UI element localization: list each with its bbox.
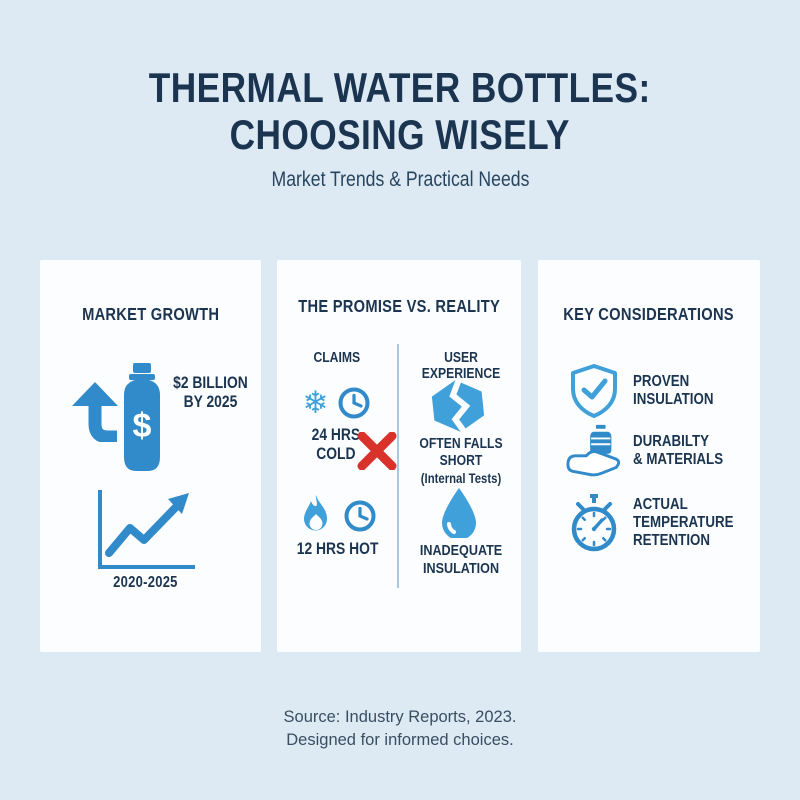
red-x-icon: [357, 432, 397, 470]
user-experience-column-header: USER EXPERIENCE: [421, 350, 501, 382]
stopwatch-icon: [571, 494, 617, 552]
snowflake-icon: ❄: [302, 385, 329, 420]
hot-claim-icons: [287, 494, 387, 538]
dollar-glyph: $: [133, 407, 152, 445]
card-promise-reality: THE PROMISE VS. REALITY CLAIMS USER EXPE…: [277, 260, 521, 652]
claim-cold-label: 24 HRS COLD: [311, 426, 361, 463]
clock-icon: [338, 387, 370, 419]
footer-line1: Source: Industry Reports, 2023.: [283, 708, 517, 726]
dollar-bottle-icon: $: [124, 363, 160, 471]
reality-falls-short-label: OFTEN FALLS SHORT (Internal Tests): [419, 436, 503, 486]
column-divider: [397, 344, 399, 588]
card-market-growth-title: MARKET GROWTH: [81, 304, 220, 324]
reality-insulation-label: INADEQUATE INSULATION: [419, 542, 503, 577]
consideration-row: DURABILTY & MATERIALS: [566, 424, 738, 478]
water-drop-icon: [442, 488, 476, 538]
page-title-line2: CHOOSING WISELY: [229, 111, 571, 158]
consideration-label: ACTUAL TEMPERATURE RETENTION: [633, 496, 734, 549]
consideration-label: PROVEN INSULATION: [633, 373, 714, 408]
page-title-line1: THERMAL WATER BOTTLES:: [149, 64, 651, 111]
card-market-growth: MARKET GROWTH $ $2 BILLION BY 2025 2020-…: [40, 260, 261, 652]
chart-caption: 2020-2025: [112, 574, 178, 591]
market-stat: $2 BILLION BY 2025: [162, 374, 258, 412]
shield-check-icon: [571, 364, 617, 418]
card-key-considerations: KEY CONSIDERATIONS PROVEN INSULATION: [538, 260, 760, 652]
flame-icon: [303, 495, 327, 531]
consideration-row: ACTUAL TEMPERATURE RETENTION: [566, 494, 750, 552]
claim-hot-label: 12 HRS HOT: [297, 540, 379, 558]
card-key-considerations-title: KEY CONSIDERATIONS: [563, 304, 735, 324]
clock-icon: [344, 500, 375, 532]
market-stat-line1: $2 BILLION: [172, 374, 248, 392]
hand-bottle-icon: [566, 424, 621, 477]
claims-column-header: CLAIMS: [313, 350, 361, 366]
card-promise-reality-title: THE PROMISE VS. REALITY: [298, 296, 500, 316]
growth-arrow-icon: [72, 382, 118, 442]
page-subtitle: Market Trends & Practical Needs: [271, 168, 529, 191]
page-title: THERMAL WATER BOTTLES: CHOOSING WISELY: [0, 64, 800, 158]
footer-source: Source: Industry Reports, 2023. Designed…: [0, 706, 800, 752]
footer-line2: Designed for informed choices.: [286, 731, 514, 749]
consideration-label: DURABILTY & MATERIALS: [633, 433, 724, 468]
cold-claim-icons: ❄: [287, 386, 387, 420]
market-stat-line2: BY 2025: [183, 393, 237, 411]
broken-shield-icon: [431, 378, 485, 434]
growth-chart-icon: [98, 490, 195, 569]
consideration-row: PROVEN INSULATION: [566, 364, 727, 418]
